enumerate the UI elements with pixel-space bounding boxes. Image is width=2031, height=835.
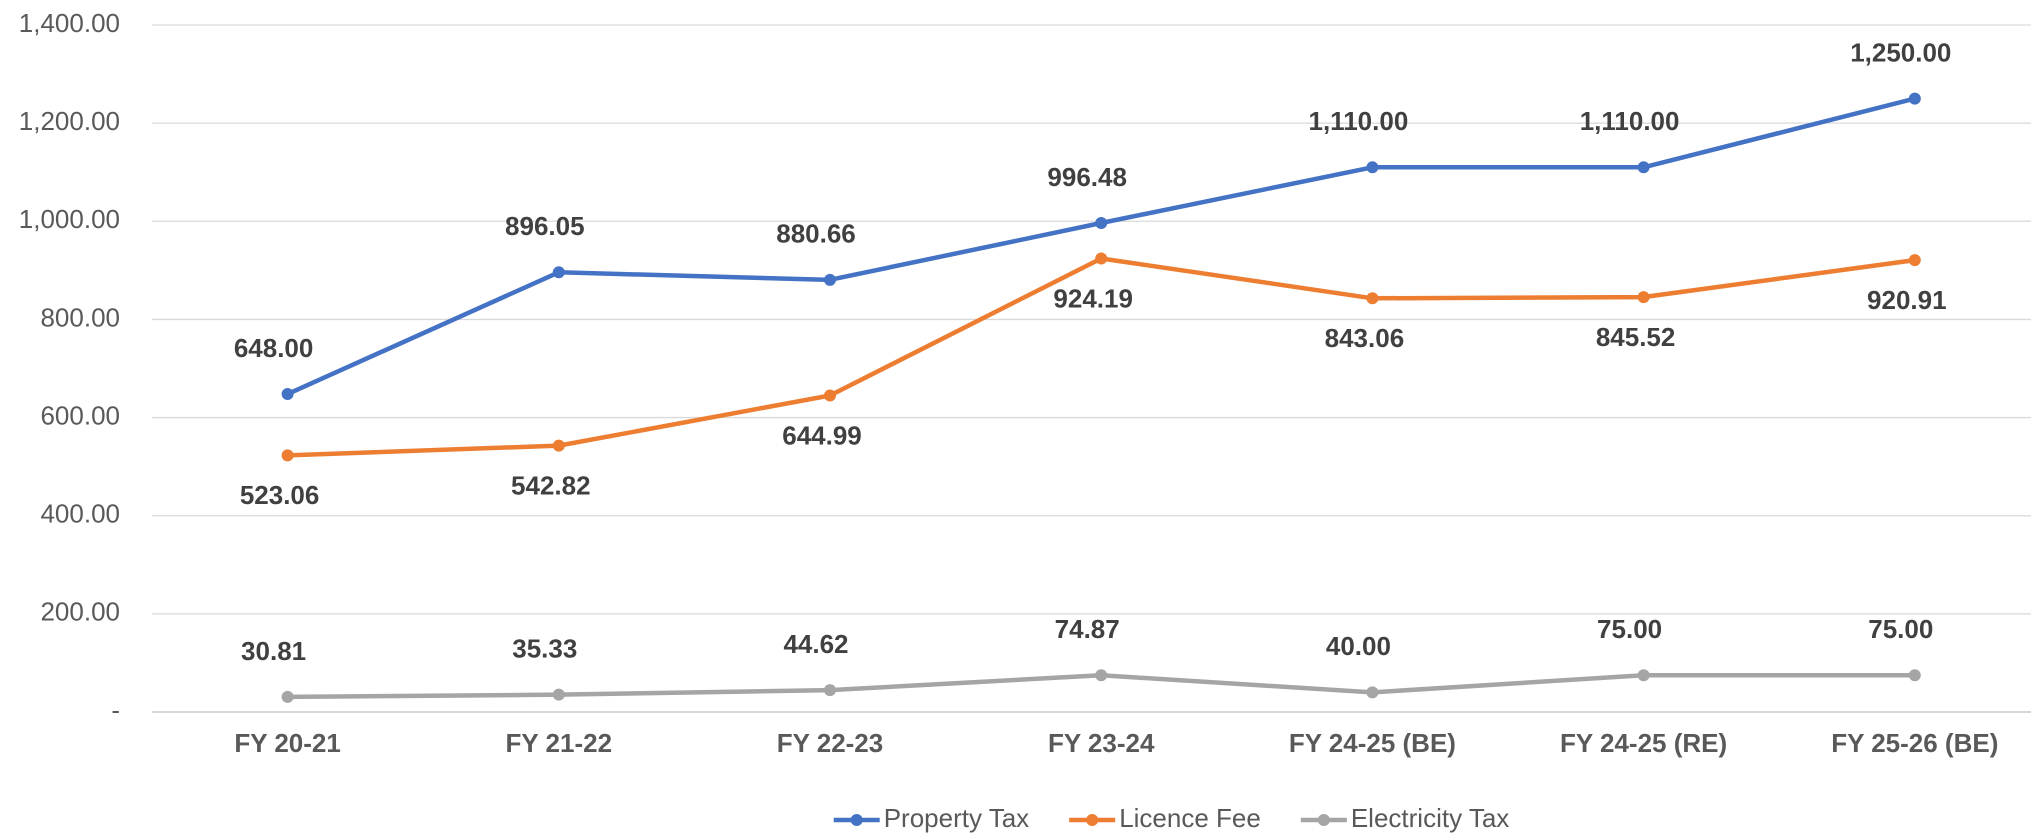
data-label: 35.33 <box>512 634 577 664</box>
legend-marker <box>850 814 863 826</box>
point <box>1637 161 1650 174</box>
data-label: 920.91 <box>1867 285 1947 315</box>
x-tick-label: FY 24-25 (RE) <box>1560 728 1727 758</box>
y-tick-label: 1,400.00 <box>19 8 120 38</box>
data-label: 1,110.00 <box>1580 106 1680 136</box>
x-tick-label: FY 22-23 <box>777 728 883 758</box>
data-label: 924.19 <box>1053 283 1133 313</box>
legend-entry: Electricity Tax <box>1300 803 1509 833</box>
data-label: 523.06 <box>240 480 320 510</box>
point <box>1095 669 1108 682</box>
legend-marker <box>1086 814 1099 826</box>
data-label: 644.99 <box>782 420 862 450</box>
legend-entry: Property Tax <box>833 803 1029 833</box>
point <box>1908 669 1921 682</box>
x-tick-label: FY 23-24 <box>1048 728 1155 758</box>
point <box>824 389 836 402</box>
y-tick-label: 1,200.00 <box>19 106 120 136</box>
data-label: 1,110.00 <box>1309 106 1409 136</box>
point <box>281 449 294 462</box>
point <box>824 273 836 286</box>
legend-entry: Licence Fee <box>1069 803 1261 833</box>
legend: Property Tax Licence Fee Electricity Tax <box>833 803 1509 833</box>
x-tick-label: FY 25-26 (BE) <box>1831 728 1998 758</box>
point <box>824 684 836 697</box>
y-tick-label: 1,000.00 <box>19 204 120 234</box>
legend-marker <box>1317 814 1330 826</box>
point <box>281 690 294 703</box>
data-label: 75.00 <box>1597 614 1662 644</box>
data-label: 1,250.00 <box>1850 37 1951 67</box>
y-tick-label: 400.00 <box>40 499 120 529</box>
data-label: 880.66 <box>776 219 856 249</box>
data-label: 996.48 <box>1047 162 1127 192</box>
data-label: 542.82 <box>511 471 591 501</box>
point <box>1637 291 1650 304</box>
x-tick-label: FY 21-22 <box>506 728 612 758</box>
y-tick-label: 200.00 <box>40 597 120 627</box>
point <box>552 439 565 452</box>
legend-label: Licence Fee <box>1119 803 1261 833</box>
data-label: 30.81 <box>241 636 306 666</box>
legend-label: Electricity Tax <box>1351 803 1509 833</box>
point <box>1637 669 1650 682</box>
x-tick-label: FY 20-21 <box>234 728 340 758</box>
point <box>1908 92 1921 105</box>
point <box>552 688 565 701</box>
data-label: 44.62 <box>783 629 848 659</box>
point <box>1095 217 1108 230</box>
point <box>1366 292 1379 305</box>
point <box>281 388 294 401</box>
legend-label: Property Tax <box>884 803 1029 833</box>
point <box>1095 252 1108 265</box>
point <box>1366 686 1379 699</box>
data-label: 648.00 <box>234 333 314 363</box>
data-label: 74.87 <box>1055 614 1120 644</box>
point <box>1366 161 1379 174</box>
data-label: 843.06 <box>1325 323 1405 353</box>
data-label: 75.00 <box>1868 614 1933 644</box>
x-tick-label: FY 24-25 (BE) <box>1289 728 1456 758</box>
y-tick-label: 600.00 <box>40 400 120 430</box>
data-label: 40.00 <box>1326 631 1391 661</box>
data-label: 896.05 <box>505 211 585 241</box>
y-tick-label: 800.00 <box>40 302 120 332</box>
point <box>1908 254 1921 267</box>
point <box>552 266 565 279</box>
data-label: 845.52 <box>1596 322 1676 352</box>
y-tick-label: - <box>111 695 120 725</box>
